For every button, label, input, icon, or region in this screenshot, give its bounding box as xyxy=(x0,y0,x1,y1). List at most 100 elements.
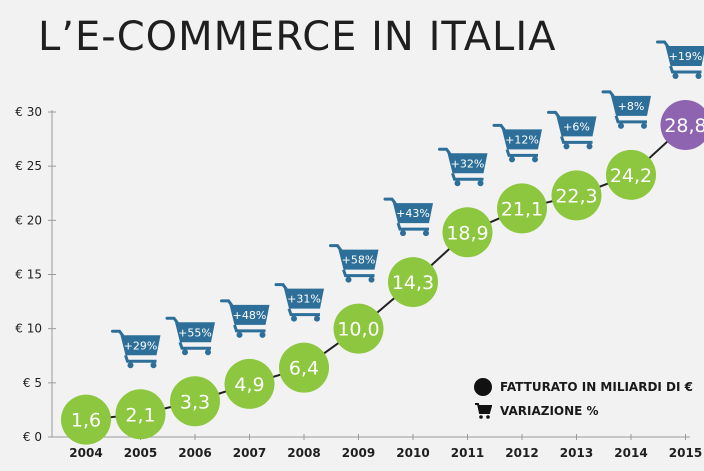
cart-marker: +43% xyxy=(383,197,433,237)
variation-label: +29% xyxy=(124,339,158,352)
variation-label: +19% xyxy=(669,50,703,63)
legend-variation-label: VARIAZIONE % xyxy=(500,404,599,418)
cart-wheel xyxy=(618,122,624,129)
cart-handle xyxy=(601,90,615,98)
cart-handle xyxy=(383,197,397,205)
cart-frame xyxy=(451,172,484,181)
data-point xyxy=(333,303,384,354)
cart-wheel xyxy=(563,143,570,150)
data-label: 28,8 xyxy=(664,115,704,137)
cart-handle xyxy=(438,147,451,155)
x-tick-label: 2004 xyxy=(69,446,102,460)
cart-handle xyxy=(492,123,506,131)
variation-label: +12% xyxy=(505,133,539,146)
x-tick-label: 2010 xyxy=(396,446,429,460)
cart-basket xyxy=(393,203,433,224)
data-label: 3,3 xyxy=(180,391,210,413)
cart-frame xyxy=(505,148,538,157)
cart-basket xyxy=(120,335,161,356)
cart-basket xyxy=(611,95,651,116)
cart-wheel xyxy=(454,180,461,187)
cart-wheel xyxy=(509,156,515,163)
cart-frame xyxy=(560,135,593,144)
cart-handle xyxy=(329,244,342,252)
cart-basket xyxy=(284,288,324,309)
y-tick-label: € 5 xyxy=(23,376,42,390)
cart-marker: +58% xyxy=(329,244,379,283)
data-label: 6,4 xyxy=(289,358,319,380)
data-label: 24,2 xyxy=(610,165,652,187)
data-point xyxy=(551,170,602,221)
y-tick-label: € 15 xyxy=(15,268,42,282)
cart-wheel xyxy=(205,349,211,356)
data-label: 4,9 xyxy=(234,374,264,396)
data-point xyxy=(115,389,166,440)
cart-wheel xyxy=(345,276,352,283)
y-tick-label: € 10 xyxy=(15,322,42,336)
x-tick-label: 2014 xyxy=(614,446,647,460)
variation-label: +55% xyxy=(178,326,212,339)
data-label: 1,6 xyxy=(71,410,101,432)
y-tick-label: € 25 xyxy=(15,159,42,173)
data-point xyxy=(61,394,111,445)
cart-wheel xyxy=(368,276,375,283)
cart-handle xyxy=(220,299,233,307)
variation-label: +58% xyxy=(342,254,376,267)
cart-wheel xyxy=(291,315,297,322)
shopping-cart-icon xyxy=(475,403,492,419)
legend-item-revenue: FATTURATO IN MILIARDI DI € xyxy=(474,375,693,399)
data-point xyxy=(660,100,704,150)
cart-wheel xyxy=(150,362,157,369)
cart-frame xyxy=(342,269,375,278)
cart-wheel xyxy=(641,122,647,129)
data-label: 14,3 xyxy=(392,272,434,294)
cart-wheel xyxy=(695,73,702,79)
cart-wheel xyxy=(127,362,134,369)
variation-label: +6% xyxy=(563,120,590,133)
cart-marker: +8% xyxy=(601,90,651,129)
data-label: 10,0 xyxy=(337,319,379,341)
cart-basket xyxy=(229,304,270,325)
x-tick-label: 2012 xyxy=(505,446,538,460)
cart-basket xyxy=(665,46,704,66)
x-tick-label: 2005 xyxy=(124,446,157,460)
cart-marker: +6% xyxy=(547,110,597,150)
x-tick-label: 2009 xyxy=(342,446,375,460)
x-tick-label: 2007 xyxy=(233,446,266,460)
cart-frame xyxy=(614,115,647,124)
x-tick-label: 2013 xyxy=(560,446,593,460)
y-tick-label: € 0 xyxy=(23,430,42,444)
cart-wheel xyxy=(423,230,429,237)
cart-marker: +12% xyxy=(492,123,542,163)
cart-marker: +31% xyxy=(274,283,324,322)
cart-handle xyxy=(165,316,179,324)
cart-wheel xyxy=(400,230,406,237)
cart-handle xyxy=(111,329,124,337)
cart-basket xyxy=(175,322,215,343)
cart-wheel xyxy=(314,315,320,322)
variation-label: +31% xyxy=(287,293,321,306)
data-label: 21,1 xyxy=(501,198,543,220)
cart-frame xyxy=(178,341,211,350)
cart-marker: +19% xyxy=(656,40,704,79)
cart-wheel xyxy=(477,180,484,187)
cart-basket xyxy=(447,153,488,174)
cart-basket xyxy=(338,249,379,270)
cart-handle xyxy=(656,40,669,48)
x-tick-label: 2015 xyxy=(669,446,702,460)
data-point xyxy=(388,257,438,308)
data-label: 18,9 xyxy=(446,222,488,244)
variation-label: +43% xyxy=(396,207,430,220)
cart-handle xyxy=(547,110,560,118)
data-point xyxy=(497,183,547,234)
cart-wheel xyxy=(236,331,243,338)
variation-label: +32% xyxy=(451,157,485,170)
data-point xyxy=(442,207,493,258)
cart-frame xyxy=(669,65,702,74)
cart-wheel xyxy=(259,331,266,338)
x-tick-label: 2011 xyxy=(451,446,484,460)
data-point xyxy=(606,149,656,200)
data-point xyxy=(279,342,329,393)
cart-basket xyxy=(556,116,597,137)
